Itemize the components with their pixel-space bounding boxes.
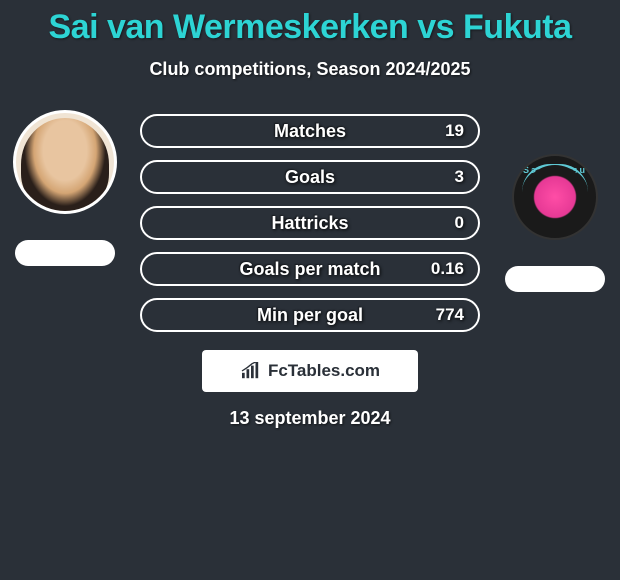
- date-label: 13 september 2024: [0, 408, 620, 429]
- brand-text: FcTables.com: [268, 361, 380, 381]
- stat-label: Goals: [285, 167, 335, 188]
- player-right-team-badge: [505, 266, 605, 292]
- stat-label: Goals per match: [239, 259, 380, 280]
- stat-right-value: 774: [436, 305, 464, 325]
- player-left-team-badge: [15, 240, 115, 266]
- team-logo-center: [523, 165, 587, 229]
- stat-right-value: 0: [455, 213, 464, 233]
- player-right-team-logo: Sagantosu: [512, 154, 598, 240]
- stat-label: Hattricks: [271, 213, 348, 234]
- avatar-face-placeholder: [21, 118, 109, 211]
- stats-list: Matches 19 Goals 3 Hattricks 0 Goals per…: [140, 114, 480, 332]
- stat-label: Min per goal: [257, 305, 363, 326]
- comparison-row: Matches 19 Goals 3 Hattricks 0 Goals per…: [0, 110, 620, 332]
- stat-right-value: 19: [445, 121, 464, 141]
- player-right-column: Sagantosu: [500, 110, 610, 292]
- brand-banner: FcTables.com: [202, 350, 418, 392]
- player-left-avatar: [13, 110, 117, 214]
- stat-bar-goals: Goals 3: [140, 160, 480, 194]
- player-left-column: [10, 110, 120, 266]
- bars-icon: [240, 362, 262, 380]
- stat-bar-min-per-goal: Min per goal 774: [140, 298, 480, 332]
- stat-right-value: 3: [455, 167, 464, 187]
- stat-label: Matches: [274, 121, 346, 142]
- infographic-root: Sai van Wermeskerken vs Fukuta Club comp…: [0, 0, 620, 429]
- subtitle: Club competitions, Season 2024/2025: [0, 59, 620, 80]
- stat-right-value: 0.16: [431, 259, 464, 279]
- page-title: Sai van Wermeskerken vs Fukuta: [0, 8, 620, 47]
- stat-bar-matches: Matches 19: [140, 114, 480, 148]
- stat-bar-hattricks: Hattricks 0: [140, 206, 480, 240]
- stat-bar-goals-per-match: Goals per match 0.16: [140, 252, 480, 286]
